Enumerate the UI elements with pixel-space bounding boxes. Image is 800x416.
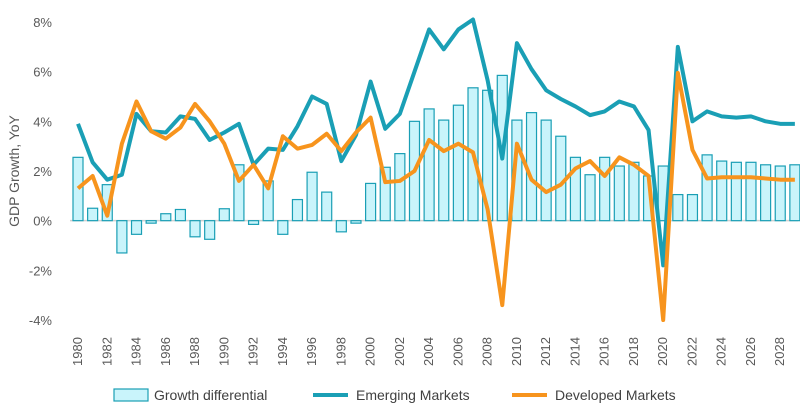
bar-growth-differential-2002	[394, 153, 406, 222]
x-tick-label: 1988	[187, 337, 202, 366]
x-tick-label: 1990	[216, 337, 231, 366]
bar-growth-differential-2029	[789, 164, 800, 222]
x-tick-label: 2008	[480, 337, 495, 366]
bar-growth-differential-2001	[379, 166, 391, 222]
x-tick-label: 1986	[158, 337, 173, 366]
line-emerging-markets	[76, 17, 795, 268]
bar-growth-differential-1980	[72, 156, 84, 222]
y-tick-label: -2%	[29, 263, 53, 278]
y-tick-label: 4%	[33, 114, 52, 129]
y-tick-label: 0%	[33, 214, 52, 229]
y-tick-label: 2%	[33, 164, 52, 179]
bar-growth-differential-2028	[774, 165, 786, 222]
legend-label-growth-differential: Growth differential	[154, 387, 267, 403]
bar-growth-differential-2027	[760, 164, 772, 222]
x-tick-label: 1980	[70, 337, 85, 366]
bar-growth-differential-2006	[452, 104, 464, 222]
bar-growth-differential-2021	[672, 193, 684, 222]
x-tick-label: 2012	[538, 337, 553, 366]
x-tick-label: 2028	[772, 337, 787, 366]
bar-growth-differential-2005	[438, 119, 450, 222]
bar-growth-differential-2023	[701, 154, 713, 222]
bar-growth-differential-1988	[189, 220, 201, 238]
bar-growth-differential-1998	[335, 220, 347, 233]
bar-growth-differential-2026	[745, 161, 757, 222]
x-tick-label: 2010	[509, 337, 524, 366]
x-tick-label: 2016	[597, 337, 612, 366]
bar-growth-differential-2004	[423, 108, 435, 222]
x-tick-label: 1998	[333, 337, 348, 366]
bar-growth-differential-1985	[145, 220, 157, 224]
x-tick-label: 1982	[99, 337, 114, 366]
x-tick-label: 2004	[421, 337, 436, 366]
bar-growth-differential-1987	[174, 208, 187, 222]
x-tick-label: 2006	[450, 337, 465, 366]
x-tick-label: 2022	[684, 337, 699, 366]
legend-swatch-growth-differential	[113, 388, 149, 402]
x-tick-label: 1996	[304, 337, 319, 366]
bar-growth-differential-1986	[160, 213, 172, 222]
bar-growth-differential-1993	[262, 180, 274, 222]
bar-growth-differential-1983	[116, 220, 128, 254]
y-tick-label: 6%	[33, 65, 52, 80]
bar-growth-differential-1995	[291, 198, 304, 222]
bar-growth-differential-2025	[730, 161, 742, 222]
bar-growth-differential-2014	[569, 156, 582, 222]
bar-growth-differential-1991	[233, 164, 245, 222]
x-tick-label: 1994	[275, 337, 290, 366]
bar-growth-differential-1992	[247, 220, 260, 225]
legend: Growth differential Emerging Markets Dev…	[113, 387, 676, 403]
bar-growth-differential-2016	[599, 156, 611, 222]
bar-growth-differential-2010	[511, 119, 523, 222]
x-tick-label: 2026	[743, 337, 758, 366]
bar-growth-differential-2012	[540, 119, 552, 222]
bar-growth-differential-1990	[218, 208, 230, 222]
bar-growth-differential-2000	[365, 182, 377, 222]
bar-growth-differential-2017	[613, 165, 625, 222]
bar-growth-differential-2022	[686, 193, 699, 222]
legend-label-emerging-markets: Emerging Markets	[356, 387, 470, 403]
bar-growth-differential-2015	[584, 174, 596, 222]
legend-label-developed-markets: Developed Markets	[555, 387, 676, 403]
bar-growth-differential-2018	[628, 161, 640, 222]
y-axis-title: GDP Growth, YoY	[6, 114, 22, 226]
x-tick-label: 2018	[626, 337, 641, 366]
y-tick-label: 8%	[33, 15, 52, 30]
x-tick-label: 2020	[655, 337, 670, 366]
bar-growth-differential-1996	[306, 171, 318, 222]
y-tick-label: -4%	[29, 313, 53, 328]
bar-growth-differential-1984	[130, 220, 143, 235]
x-tick-label: 2000	[363, 337, 378, 366]
x-tick-label: 2002	[392, 337, 407, 366]
line-developed-markets	[76, 70, 795, 322]
x-tick-label: 1984	[129, 337, 144, 366]
bar-growth-differential-1997	[321, 191, 333, 222]
bar-growth-differential-2024	[716, 160, 728, 222]
x-tick-label: 1992	[246, 337, 261, 366]
x-tick-label: 2014	[567, 337, 582, 366]
bar-growth-differential-1994	[277, 220, 289, 235]
bar-growth-differential-1981	[87, 207, 99, 222]
x-tick-label: 2024	[714, 337, 729, 366]
bar-growth-differential-1989	[204, 220, 216, 240]
bar-growth-differential-1999	[350, 220, 362, 224]
